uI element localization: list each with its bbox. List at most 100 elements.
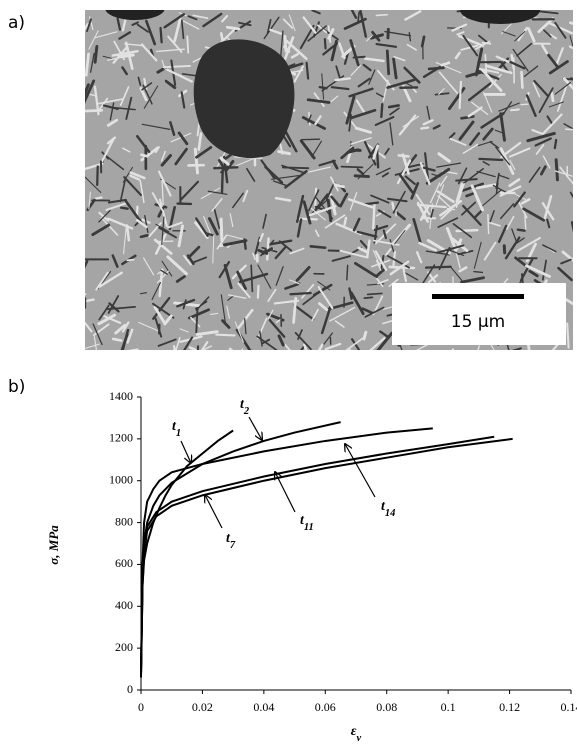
lath — [209, 312, 219, 316]
series-line — [140, 421, 341, 670]
lath — [318, 159, 336, 167]
lath — [124, 43, 145, 47]
x-tick-label: 0 — [138, 700, 144, 714]
lath — [213, 166, 239, 170]
lath — [139, 179, 145, 204]
x-tick-label: 0.08 — [376, 700, 397, 714]
lath — [111, 49, 139, 57]
lath — [554, 158, 559, 182]
lath — [307, 189, 320, 212]
lath — [564, 128, 573, 131]
lath — [141, 82, 153, 91]
x-tick-label: 0.06 — [315, 700, 336, 714]
lath — [279, 143, 284, 155]
lath — [95, 271, 109, 291]
lath — [426, 105, 431, 120]
lath — [177, 224, 184, 248]
lath — [534, 137, 552, 147]
lath — [107, 54, 133, 61]
lath — [422, 166, 436, 172]
lath — [499, 112, 506, 142]
lath — [412, 218, 422, 245]
lath — [438, 71, 459, 94]
lath — [94, 196, 103, 201]
lath — [527, 27, 536, 43]
lath — [419, 162, 431, 186]
lath — [482, 127, 494, 141]
panel-label: b) — [8, 377, 25, 397]
lath — [92, 323, 103, 346]
lath — [160, 154, 172, 167]
lath — [449, 137, 467, 146]
scale-label: 15 μm — [451, 312, 505, 332]
lath — [139, 234, 149, 239]
graphite-nodule — [460, 10, 540, 24]
graphite-nodule — [193, 39, 295, 159]
lath — [189, 316, 201, 328]
lath — [429, 182, 441, 204]
lath — [478, 157, 504, 162]
lath — [333, 183, 345, 189]
lath — [509, 147, 531, 158]
lath — [103, 315, 122, 324]
lath — [311, 308, 319, 322]
lath — [461, 201, 477, 216]
lath — [328, 95, 339, 104]
lath — [106, 305, 136, 311]
scale-bar — [432, 294, 524, 299]
lath — [439, 175, 448, 187]
lath — [156, 66, 167, 74]
lath — [194, 221, 209, 239]
lath — [458, 266, 468, 273]
lath — [223, 263, 233, 290]
lath — [161, 216, 165, 246]
lath — [235, 156, 258, 167]
lath — [303, 343, 308, 350]
lath — [447, 249, 465, 257]
lath — [244, 317, 247, 335]
lath — [455, 182, 465, 209]
lath — [327, 28, 335, 40]
lath — [349, 291, 365, 316]
lath — [408, 32, 412, 42]
lath — [485, 64, 513, 75]
lath — [98, 209, 111, 223]
lath — [520, 70, 524, 89]
lath — [243, 238, 247, 250]
lath — [256, 335, 278, 350]
lath — [148, 222, 162, 238]
lath — [473, 209, 483, 219]
lath — [382, 229, 387, 240]
lath — [410, 182, 420, 200]
lath — [126, 258, 135, 262]
lath — [318, 302, 329, 312]
lath — [186, 35, 190, 54]
lath — [569, 191, 573, 199]
lath — [193, 147, 199, 175]
lath — [226, 305, 230, 319]
lath — [509, 60, 526, 70]
lath — [469, 132, 481, 146]
lath — [314, 205, 326, 212]
lath — [131, 21, 139, 26]
lath — [102, 104, 119, 110]
lath — [370, 194, 390, 204]
lath — [340, 146, 355, 160]
lath — [420, 126, 430, 130]
lath — [88, 30, 99, 50]
lath — [161, 59, 166, 70]
lath — [293, 65, 304, 83]
lath — [455, 183, 464, 203]
lath — [351, 10, 358, 19]
lath — [570, 221, 573, 233]
lath — [523, 65, 539, 78]
lath — [211, 198, 223, 212]
lath — [387, 104, 400, 109]
lath — [212, 234, 215, 264]
lath — [187, 245, 201, 259]
lath — [123, 176, 142, 196]
lath — [474, 40, 491, 50]
lath — [197, 132, 203, 151]
lath — [473, 241, 482, 269]
lath — [128, 348, 139, 350]
